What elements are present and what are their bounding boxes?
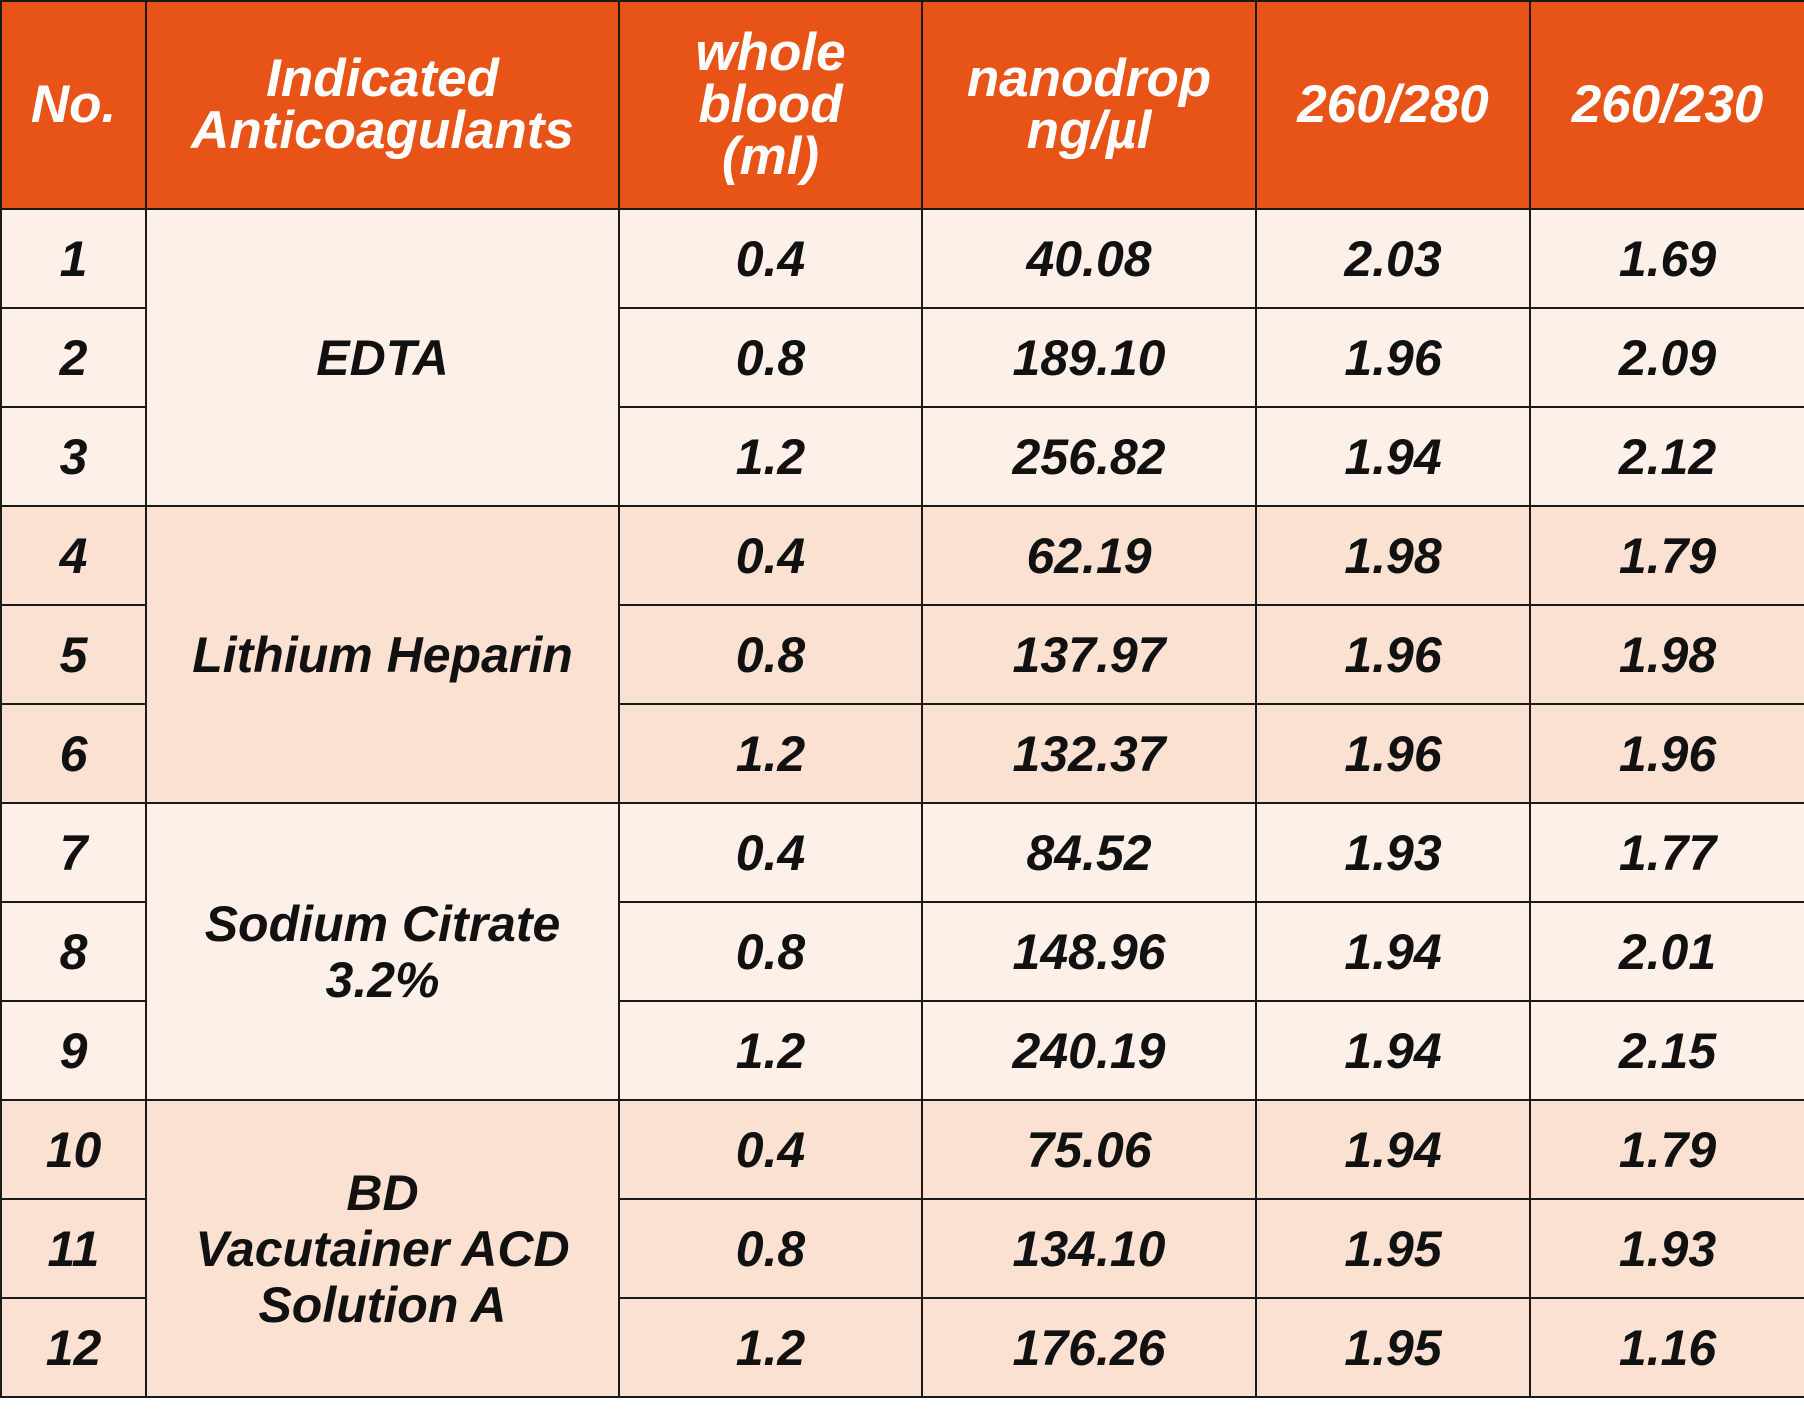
ratio-260-230-value: 1.93 (1529, 1198, 1804, 1299)
whole-blood-value: 1.2 (618, 406, 923, 507)
header-anticoagulants: Indicated Anticoagulants (145, 0, 620, 210)
nanodrop-value: 256.82 (921, 406, 1257, 507)
ratio-260-280-value: 1.95 (1255, 1297, 1531, 1398)
whole-blood-value: 0.4 (618, 802, 923, 903)
row-number: 10 (0, 1099, 147, 1200)
row-number: 7 (0, 802, 147, 903)
ratio-260-230-value: 1.16 (1529, 1297, 1804, 1398)
header-whole-blood: whole blood (ml) (618, 0, 923, 210)
ratio-260-230-value: 2.12 (1529, 406, 1804, 507)
table-row: 4 Lithium Heparin 0.4 62.19 1.98 1.79 (0, 505, 1804, 804)
table-row: 1 EDTA 0.4 40.08 2.03 1.69 (0, 208, 1804, 507)
row-number: 4 (0, 505, 147, 606)
nanodrop-value: 148.96 (921, 901, 1257, 1002)
ratio-260-280-value: 1.96 (1255, 307, 1531, 408)
table-row: 5 0.8 137.97 1.96 1.98 (0, 604, 1804, 705)
row-number: 12 (0, 1297, 147, 1398)
whole-blood-value: 0.4 (618, 208, 923, 309)
table-row: 12 1.2 176.26 1.95 1.16 (0, 1297, 1804, 1398)
header-row: No. Indicated Anticoagulants whole blood… (0, 0, 1804, 210)
header-ratio-260-230: 260/230 (1529, 0, 1804, 210)
row-number: 5 (0, 604, 147, 705)
anticoagulant-cell: EDTA (145, 208, 620, 507)
ratio-260-230-value: 1.69 (1529, 208, 1804, 309)
whole-blood-value: 0.8 (618, 307, 923, 408)
ratio-260-230-value: 1.96 (1529, 703, 1804, 804)
row-number: 11 (0, 1198, 147, 1299)
nanodrop-value: 132.37 (921, 703, 1257, 804)
nanodrop-value: 189.10 (921, 307, 1257, 408)
nanodrop-value: 84.52 (921, 802, 1257, 903)
row-number: 2 (0, 307, 147, 408)
nanodrop-value: 240.19 (921, 1000, 1257, 1101)
row-number: 6 (0, 703, 147, 804)
ratio-260-280-value: 1.94 (1255, 406, 1531, 507)
ratio-260-230-value: 2.15 (1529, 1000, 1804, 1101)
header-no: No. (0, 0, 147, 210)
table-row: 3 1.2 256.82 1.94 2.12 (0, 406, 1804, 507)
nanodrop-value: 62.19 (921, 505, 1257, 606)
ratio-260-280-value: 1.96 (1255, 604, 1531, 705)
ratio-260-230-value: 1.98 (1529, 604, 1804, 705)
ratio-260-280-value: 1.96 (1255, 703, 1531, 804)
ratio-260-230-value: 1.77 (1529, 802, 1804, 903)
nanodrop-value: 40.08 (921, 208, 1257, 309)
whole-blood-value: 0.8 (618, 901, 923, 1002)
nanodrop-value: 75.06 (921, 1099, 1257, 1200)
nanodrop-value: 134.10 (921, 1198, 1257, 1299)
table-row: 11 0.8 134.10 1.95 1.93 (0, 1198, 1804, 1299)
whole-blood-value: 0.4 (618, 1099, 923, 1200)
ratio-260-230-value: 2.09 (1529, 307, 1804, 408)
row-number: 9 (0, 1000, 147, 1101)
anticoagulant-cell: Sodium Citrate 3.2% (145, 802, 620, 1101)
anticoagulant-cell: BD Vacutainer ACD Solution A (145, 1099, 620, 1398)
ratio-260-280-value: 1.94 (1255, 901, 1531, 1002)
ratio-260-230-value: 1.79 (1529, 1099, 1804, 1200)
ratio-260-280-value: 1.98 (1255, 505, 1531, 606)
anticoagulant-cell: Lithium Heparin (145, 505, 620, 804)
table-row: 9 1.2 240.19 1.94 2.15 (0, 1000, 1804, 1101)
nanodrop-value: 176.26 (921, 1297, 1257, 1398)
ratio-260-280-value: 1.94 (1255, 1099, 1531, 1200)
table-row: 7 Sodium Citrate 3.2% 0.4 84.52 1.93 1.7… (0, 802, 1804, 1101)
nanodrop-value: 137.97 (921, 604, 1257, 705)
whole-blood-value: 1.2 (618, 703, 923, 804)
ratio-260-230-value: 2.01 (1529, 901, 1804, 1002)
ratio-260-280-value: 2.03 (1255, 208, 1531, 309)
whole-blood-value: 1.2 (618, 1297, 923, 1398)
whole-blood-value: 0.4 (618, 505, 923, 606)
ratio-260-280-value: 1.93 (1255, 802, 1531, 903)
header-ratio-260-280: 260/280 (1255, 0, 1531, 210)
ratio-260-280-value: 1.94 (1255, 1000, 1531, 1101)
whole-blood-value: 0.8 (618, 604, 923, 705)
table-row: 2 0.8 189.10 1.96 2.09 (0, 307, 1804, 408)
header-nanodrop: nanodrop ng/µl (921, 0, 1257, 210)
row-number: 1 (0, 208, 147, 309)
row-number: 3 (0, 406, 147, 507)
ratio-260-230-value: 1.79 (1529, 505, 1804, 606)
ratio-260-280-value: 1.95 (1255, 1198, 1531, 1299)
table-row: 6 1.2 132.37 1.96 1.96 (0, 703, 1804, 804)
whole-blood-value: 0.8 (618, 1198, 923, 1299)
row-number: 8 (0, 901, 147, 1002)
whole-blood-value: 1.2 (618, 1000, 923, 1101)
table-row: 8 0.8 148.96 1.94 2.01 (0, 901, 1804, 1002)
table-row: 10 BD Vacutainer ACD Solution A 0.4 75.0… (0, 1099, 1804, 1398)
